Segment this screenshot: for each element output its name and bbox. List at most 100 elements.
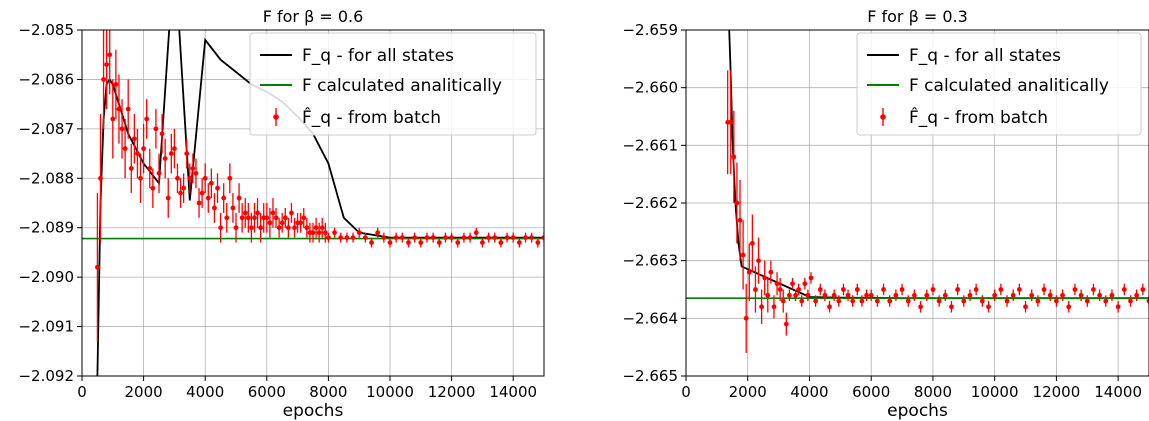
y-tick-label: −2.662 <box>622 194 678 212</box>
batch-point <box>1035 298 1041 304</box>
batch-point <box>783 321 789 327</box>
batch-point <box>979 298 985 304</box>
batch-point <box>817 287 823 292</box>
legend-label: F_q - for all states <box>302 46 454 66</box>
batch-point <box>168 151 174 156</box>
batch-point <box>245 215 251 221</box>
batch-point <box>236 195 242 201</box>
x-tick-label: 2000 <box>125 383 163 401</box>
batch-point <box>516 240 522 245</box>
batch-point <box>1084 298 1090 304</box>
batch-point <box>743 315 749 321</box>
legend-label: F calculated analitically <box>909 76 1109 96</box>
batch-point <box>304 225 310 231</box>
batch-point <box>787 292 792 298</box>
batch-point <box>1140 287 1146 292</box>
batch-point <box>436 240 442 245</box>
y-tick-label: −2.665 <box>622 367 678 385</box>
batch-point <box>756 258 761 264</box>
batch-point <box>350 235 356 241</box>
batch-point <box>218 225 224 231</box>
batch-point <box>178 190 183 196</box>
batch-point <box>765 292 771 298</box>
batch-point <box>1134 292 1140 298</box>
axes-frame <box>685 29 1149 377</box>
batch-point <box>874 298 880 304</box>
batch-point <box>322 230 328 236</box>
batch-point <box>443 235 448 241</box>
batch-point <box>362 235 368 241</box>
batch-point <box>473 230 479 236</box>
batch-point <box>802 281 808 287</box>
batch-point <box>1023 304 1028 310</box>
batch-point <box>498 240 504 245</box>
batch-point <box>768 269 774 275</box>
batch-point <box>753 287 758 292</box>
batch-point <box>780 298 786 304</box>
batch-point <box>905 298 911 304</box>
batch-point <box>430 235 436 241</box>
batch-point <box>827 304 832 310</box>
batch-point <box>1041 287 1047 292</box>
batch-point <box>799 298 805 304</box>
batch-point <box>270 210 276 216</box>
batch-point <box>208 180 214 186</box>
batch-point <box>104 62 110 67</box>
batch-point <box>771 304 777 310</box>
batch-point <box>131 136 137 142</box>
y-tick-label: −2.663 <box>622 252 678 270</box>
batch-point <box>822 292 828 298</box>
batch-point <box>110 116 116 122</box>
batch-point <box>1029 292 1035 298</box>
batch-point <box>734 200 740 206</box>
batch-point <box>864 292 869 298</box>
batch-point <box>749 240 755 246</box>
batch-point <box>387 240 393 245</box>
batch-point <box>298 220 304 226</box>
batch-point <box>523 235 528 241</box>
batch-point <box>796 287 802 292</box>
batch-point <box>805 292 811 298</box>
batch-point <box>737 217 743 223</box>
batch-point <box>119 126 125 132</box>
legend-box <box>249 32 537 136</box>
batch-point <box>313 225 319 231</box>
y-tick-label: −2.659 <box>622 21 678 39</box>
batch-point <box>845 292 851 298</box>
batch-point <box>1097 292 1103 298</box>
batch-point <box>153 126 159 132</box>
batch-point <box>887 298 893 304</box>
x-tick-label: 0 <box>77 383 87 401</box>
batch-point <box>961 298 967 304</box>
batch-point <box>1115 304 1121 310</box>
y-tick-label: −2.091 <box>18 318 74 336</box>
batch-point <box>1066 304 1072 310</box>
batch-point <box>406 240 411 245</box>
batch-point <box>1047 292 1053 298</box>
batch-point <box>125 106 131 112</box>
x-tick-label: 8000 <box>914 383 952 401</box>
x-axis-label: epochs <box>887 401 948 421</box>
legend-swatch-batch-dot <box>880 114 886 120</box>
batch-point <box>273 215 279 221</box>
batch-point <box>215 185 220 191</box>
y-tick-label: −2.664 <box>622 309 678 327</box>
batch-point <box>316 230 322 236</box>
batch-point <box>249 225 254 231</box>
batch-point <box>199 190 205 196</box>
batch-point <box>1016 287 1022 292</box>
batch-point <box>165 195 171 201</box>
y-tick-label: −2.088 <box>18 169 74 187</box>
batch-point <box>193 170 199 176</box>
batch-point <box>541 235 544 240</box>
x-tick-label: 8000 <box>309 383 347 401</box>
batch-point <box>1010 292 1016 298</box>
batch-point <box>793 292 798 298</box>
batch-point <box>1146 298 1149 304</box>
batch-point <box>808 275 814 281</box>
batch-point <box>252 215 257 221</box>
y-tick-label: −2.092 <box>18 367 74 385</box>
batch-point <box>813 298 819 304</box>
batch-point <box>529 235 535 241</box>
batch-point <box>221 195 227 201</box>
